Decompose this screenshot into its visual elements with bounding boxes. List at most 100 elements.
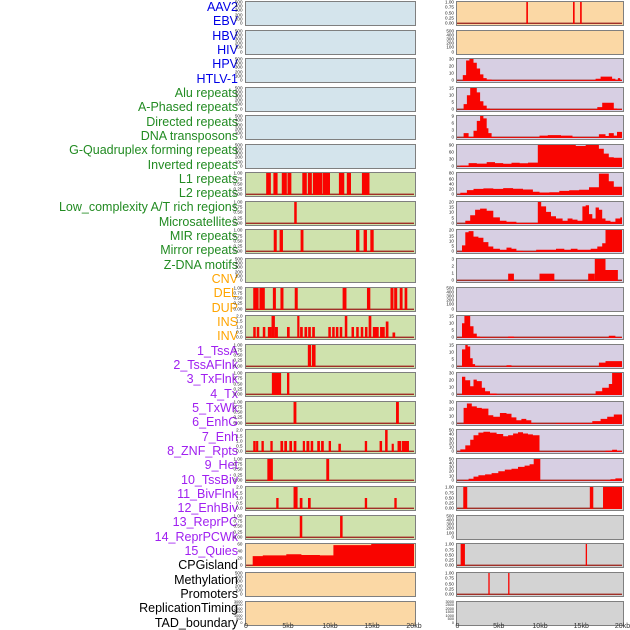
track-plot-a-phased-repeats: [244, 200, 416, 226]
y-tick-label: 0.0: [236, 448, 243, 454]
y-tick-label: 0.25: [445, 500, 454, 506]
y-tick-label: 0: [451, 49, 454, 55]
y-tick-label: 0: [451, 192, 454, 197]
y-tick-label: 200: [446, 526, 454, 532]
y-tick-label: 15: [448, 313, 454, 319]
y-tick-label: 0: [451, 534, 454, 540]
y-axis-ticks-14-reprpcwk: 50 40 30 20 10 0: [429, 428, 455, 454]
track-data-a-phased-repeats: [245, 201, 414, 224]
y-axis-ticks-ins: 1.00 0.75 0.50 0.25 0.00: [429, 0, 455, 26]
track-label-del: DEL: [213, 286, 238, 301]
y-tick-label: 1.5: [236, 319, 243, 324]
track-label-ebv: EBV: [212, 14, 238, 29]
y-tick-label: 200: [234, 583, 243, 589]
y-tick-label: 0.50: [445, 581, 454, 587]
track-label-aav2: AAV2: [206, 0, 238, 14]
track-data-hiv: [246, 88, 414, 110]
y-tick-label: 500: [234, 28, 243, 34]
track-plot-7-enh: [456, 229, 624, 255]
track-data-8-znf-rpts: [457, 258, 622, 281]
y-axis-ticks-l1-repeats: 1.00 0.75 0.50 0.25 0.00: [218, 343, 244, 369]
x-tick-label-right-5kb: 5kb: [493, 622, 505, 630]
y-tick-label: 2000: [445, 606, 454, 611]
y-tick-label: 100: [234, 273, 243, 279]
track-data-ins: [457, 2, 622, 24]
track-data-directed-repeats: [245, 230, 414, 253]
y-tick-label: 3000: [445, 599, 454, 604]
track-data-14-reprpcwk: [457, 432, 622, 453]
track-plot-aav2: [244, 1, 416, 26]
y-tick-label: 0.5: [236, 329, 243, 335]
track-label-directed-repeats: Directed repeats: [146, 114, 238, 129]
track-plot-14-reprpcwk: [456, 429, 624, 455]
x-tick-label-right-15kb: 15kb: [573, 622, 589, 630]
y-tick-label: 1.00: [445, 485, 454, 491]
track-data-1-tssa: [457, 59, 622, 82]
track-data-g-quadruplex-forming-repeats: [245, 287, 414, 310]
track-label-microsatellites: Microsatellites: [158, 214, 238, 229]
track-plot-low-complexity-a-t-rich-regions: [244, 400, 416, 426]
y-tick-label: 1.00: [445, 542, 454, 548]
track-label-5-txwk: 5_TxWk: [192, 400, 238, 415]
track-label-11-bivflnk: 11_BivFlnk: [177, 486, 238, 501]
y-axis-ticks-10-tssbiv: 15 10 5 0: [429, 313, 455, 340]
y-axis-ticks-4-tx: 90 60 30 0: [429, 143, 455, 169]
track-data-cnv: [245, 544, 414, 567]
y-tick-label: 0.00: [233, 249, 243, 255]
y-tick-label: 1.00: [445, 570, 454, 576]
y-tick-label: 0: [451, 391, 454, 397]
track-plot-mirror-repeats: [244, 486, 416, 512]
y-tick-label: 20: [448, 406, 454, 412]
track-data-dna-transposons: [246, 259, 414, 281]
y-tick-label: 0: [451, 334, 454, 340]
track-data-cpgisland: [457, 487, 622, 510]
y-tick-label: 10: [448, 320, 454, 326]
y-axis-ticks-mir-repeats: 1.00 0.75 0.50 0.25 0.00: [218, 456, 244, 483]
track-plot-hbv: [244, 58, 416, 84]
y-tick-label: 15: [448, 342, 454, 348]
track-data-alu-repeats: [245, 173, 414, 196]
y-tick-label: 5: [451, 356, 454, 362]
track-label-13-reprpc: 13_ReprPC: [172, 515, 238, 530]
y-tick-label: 300: [234, 93, 243, 99]
track-plot-9-het: [456, 286, 624, 312]
track-plot-dup: [244, 600, 416, 626]
y-tick-label: 200: [446, 297, 454, 303]
track-plot-tad-boundary: [456, 600, 624, 626]
x-tick-label-left-0: 0: [244, 622, 248, 630]
track-data-tad-boundary: [457, 602, 622, 624]
y-tick-label: 0.75: [445, 4, 454, 10]
y-tick-label: 300: [446, 293, 454, 299]
track-data-10-tssbiv: [457, 316, 622, 339]
track-data-15-quies: [457, 458, 622, 481]
track-label-mirror-repeats: Mirror repeats: [160, 243, 238, 258]
y-tick-label: 0: [451, 134, 454, 140]
y-tick-label: 20: [448, 377, 454, 383]
track-label-9-het: 9_Het: [204, 458, 238, 473]
y-tick-label: 1.00: [233, 456, 243, 462]
y-tick-label: 0.25: [233, 472, 243, 478]
y-tick-label: 60: [237, 542, 243, 548]
y-tick-label: 0.25: [233, 186, 243, 192]
y-tick-label: 1: [451, 270, 454, 276]
y-tick-label: 0.0: [236, 334, 243, 340]
y-tick-label: 0.75: [233, 518, 243, 524]
y-tick-label: 5: [451, 327, 454, 333]
y-tick-label: 0.50: [445, 552, 454, 558]
y-tick-label: 300: [234, 8, 243, 14]
y-tick-label: 0.75: [233, 376, 243, 382]
track-data-mirror-repeats: [245, 487, 414, 510]
y-tick-label: 0.50: [445, 10, 454, 16]
y-tick-label: 0.75: [233, 204, 243, 210]
y-tick-label: 2000: [234, 606, 243, 611]
y-tick-label: 100: [234, 102, 243, 108]
y-tick-label: 1.00: [233, 370, 243, 376]
track-label-8-znf-rpts: 8_ZNF_Rpts: [167, 443, 238, 458]
track-plot-g-quadruplex-forming-repeats: [244, 286, 416, 312]
y-tick-label: 0.75: [233, 176, 243, 182]
track-plot-15-quies: [456, 457, 624, 483]
y-axis-ticks-hiv: 500 400 300 200 100 0: [218, 86, 244, 112]
track-data-hbv: [246, 59, 414, 81]
y-tick-label: 300: [234, 579, 243, 585]
y-tick-label: 200: [234, 12, 243, 18]
